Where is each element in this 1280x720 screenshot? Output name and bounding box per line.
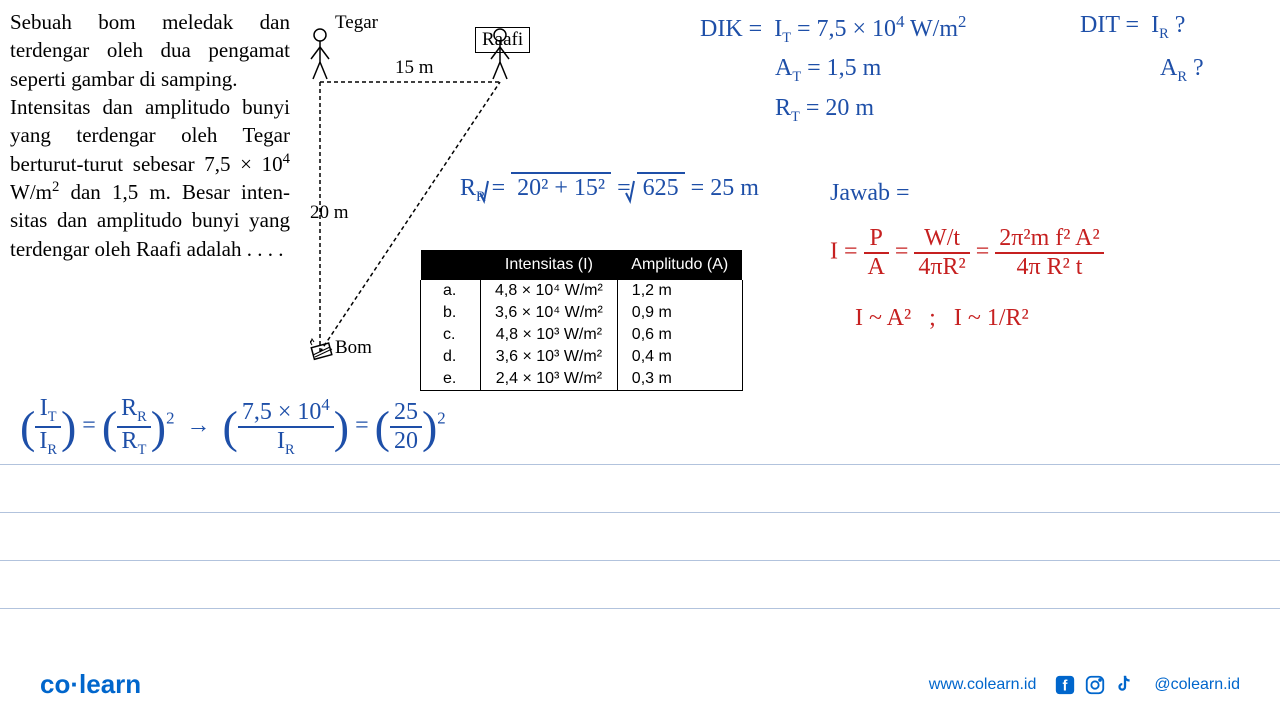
hw-rr: RR = 20² + 15² = 625 = 25 m — [460, 175, 759, 206]
hw-jawab: Jawab = — [830, 180, 910, 207]
footer-url: www.colearn.id — [929, 676, 1037, 694]
hw-dit: DIT = IR ? — [1080, 12, 1185, 43]
table-row: a.4,8 × 10⁴ W/m²1,2 m — [421, 280, 743, 302]
th-amplitude: Amplitudo (A) — [617, 250, 742, 280]
facebook-icon: f — [1054, 674, 1076, 696]
brand-logo: co·learn — [40, 669, 141, 700]
hw-work: (ITIR) = (RRRT)2 → (7,5 × 104IR) = (2520… — [20, 395, 446, 459]
label-bom: Bom — [335, 337, 372, 359]
hw-formula: I = PA = W/t4πR² = 2π²m f² A²4π R² t — [830, 225, 1104, 281]
table-row: d.3,6 × 10³ W/m²0,4 m — [421, 346, 743, 368]
table-row: c.4,8 × 10³ W/m²0,6 m — [421, 324, 743, 346]
person-tegar — [305, 27, 335, 82]
social-icons: f — [1054, 674, 1136, 696]
hw-rt: RT = 20 m — [775, 95, 874, 126]
bomb-icon — [310, 337, 335, 362]
svg-text:f: f — [1063, 678, 1068, 694]
label-raafi: Raafi — [475, 27, 530, 53]
label-20m: 20 m — [310, 202, 349, 224]
hw-at: AT = 1,5 m — [775, 55, 881, 86]
tiktok-icon — [1114, 674, 1136, 696]
label-15m: 15 m — [395, 57, 434, 79]
instagram-icon — [1084, 674, 1106, 696]
label-tegar: Tegar — [335, 12, 378, 34]
footer-handle: @colearn.id — [1154, 676, 1240, 694]
hw-rel1: I ~ A² ; I ~ 1/R² — [855, 305, 1029, 332]
footer: co·learn www.colearn.id f @colearn.id — [0, 669, 1280, 700]
table-row: e.2,4 × 10³ W/m²0,3 m — [421, 368, 743, 391]
hw-ar: AR ? — [1160, 55, 1204, 86]
table-row: b.3,6 × 10⁴ W/m²0,9 m — [421, 302, 743, 324]
answer-options-table: Intensitas (I) Amplitudo (A) a.4,8 × 10⁴… — [420, 250, 743, 391]
hw-dik: DIK = IT = 7,5 × 104 W/m2 — [700, 12, 966, 47]
th-intensity: Intensitas (I) — [481, 250, 618, 280]
question-text: Sebuah bom meledak dan terdengar oleh du… — [10, 8, 290, 263]
